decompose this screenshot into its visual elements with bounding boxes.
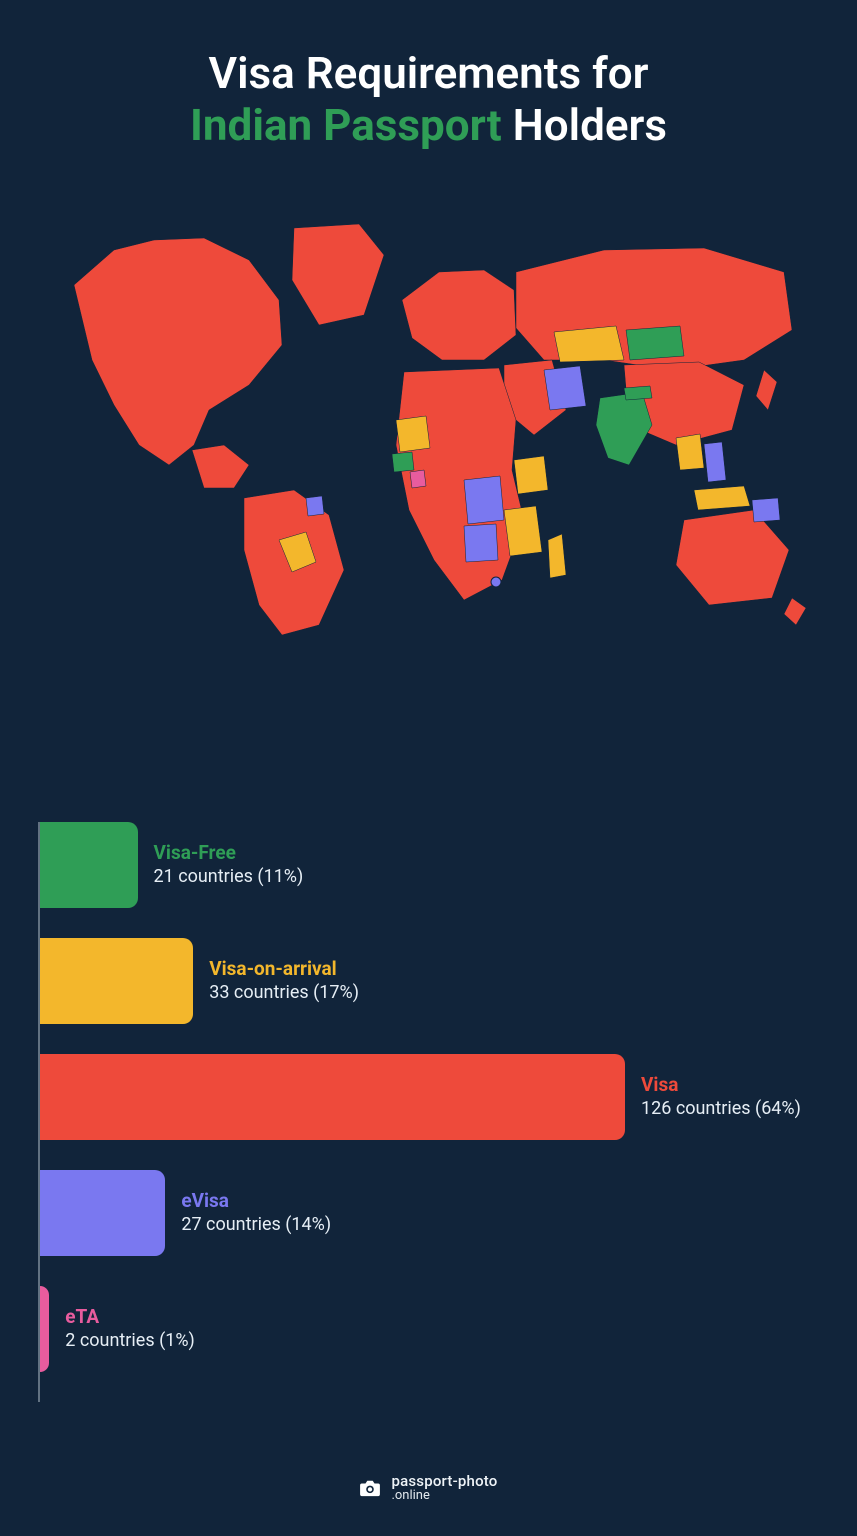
- bar-row-visa: Visa126 countries (64%): [40, 1054, 801, 1140]
- bar-visa_free: [40, 822, 138, 908]
- bar-sublabel-visa: 126 countries (64%): [641, 1097, 801, 1120]
- bar-label-visa_free: Visa-Free21 countries (11%): [154, 841, 304, 888]
- footer-logo: passport-photo .online: [0, 1474, 857, 1502]
- bar-category-eta: eTA: [65, 1305, 195, 1329]
- camera-icon: [359, 1479, 381, 1497]
- bar-label-eta: eTA2 countries (1%): [65, 1305, 195, 1352]
- bar-row-on_arrival: Visa-on-arrival33 countries (17%): [40, 938, 359, 1024]
- bar-label-on_arrival: Visa-on-arrival33 countries (17%): [209, 957, 359, 1004]
- map-layer-eta: [410, 470, 426, 488]
- bar-category-evisa: eVisa: [181, 1189, 331, 1213]
- title-highlight: Indian Passport: [190, 99, 502, 151]
- bar-label-evisa: eVisa27 countries (14%): [181, 1189, 331, 1236]
- page-title: Visa Requirements for Indian Passport Ho…: [0, 0, 857, 152]
- world-map-svg: [44, 210, 814, 640]
- bar-on_arrival: [40, 938, 193, 1024]
- bar-sublabel-evisa: 27 countries (14%): [181, 1213, 331, 1236]
- bar-label-visa: Visa126 countries (64%): [641, 1073, 801, 1120]
- bar-evisa: [40, 1170, 165, 1256]
- bar-row-evisa: eVisa27 countries (14%): [40, 1170, 331, 1256]
- footer-line-2: .online: [391, 1489, 497, 1502]
- map-layer-visa: [74, 224, 806, 635]
- bar-visa: [40, 1054, 625, 1140]
- title-suffix: Holders: [502, 99, 667, 151]
- bar-sublabel-visa_free: 21 countries (11%): [154, 865, 304, 888]
- bar-chart: Visa-Free21 countries (11%) Visa-on-arriv…: [38, 822, 818, 1402]
- world-map: [44, 210, 814, 640]
- bar-category-on_arrival: Visa-on-arrival: [209, 957, 359, 981]
- bar-eta: [40, 1286, 49, 1372]
- footer-line-1: passport-photo: [391, 1474, 497, 1489]
- bar-sublabel-on_arrival: 33 countries (17%): [209, 981, 359, 1004]
- title-line-1: Visa Requirements for: [0, 48, 857, 100]
- bar-row-visa_free: Visa-Free21 countries (11%): [40, 822, 303, 908]
- bar-row-eta: eTA2 countries (1%): [40, 1286, 195, 1372]
- title-line-2: Indian Passport Holders: [0, 100, 857, 152]
- bar-category-visa: Visa: [641, 1073, 801, 1097]
- bar-sublabel-eta: 2 countries (1%): [65, 1329, 195, 1352]
- bar-category-visa_free: Visa-Free: [154, 841, 304, 865]
- footer-text: passport-photo .online: [391, 1474, 497, 1502]
